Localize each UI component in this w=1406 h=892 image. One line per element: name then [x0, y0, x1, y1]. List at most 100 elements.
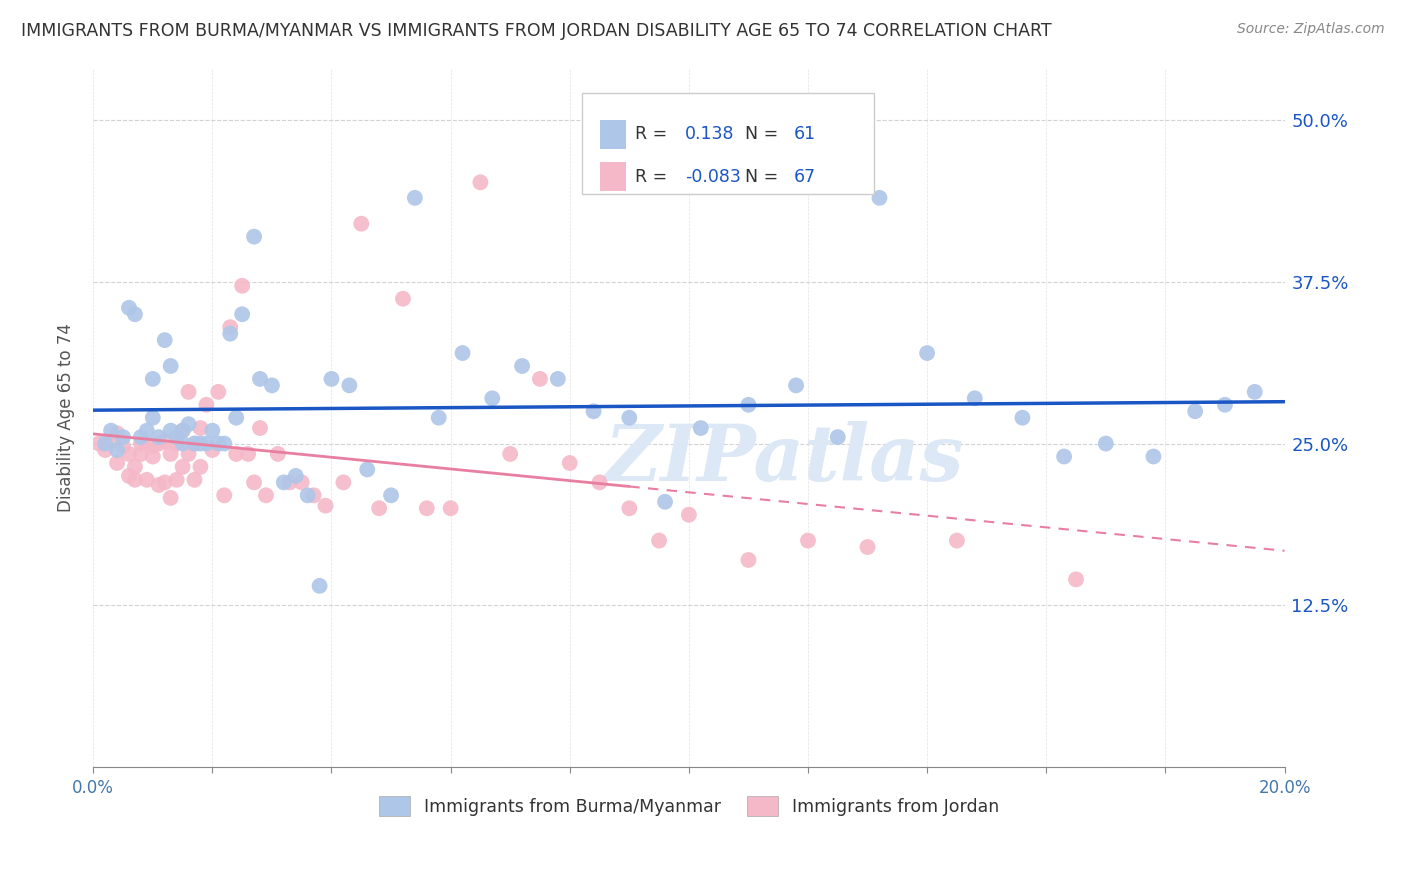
Point	[1094, 436, 1116, 450]
Point	[201, 424, 224, 438]
Point	[135, 436, 157, 450]
Point	[94, 436, 117, 450]
Point	[159, 447, 181, 461]
Point	[380, 488, 402, 502]
Point	[797, 533, 820, 548]
Point	[159, 424, 181, 438]
Point	[111, 430, 134, 444]
Point	[392, 292, 415, 306]
Point	[135, 473, 157, 487]
Point	[225, 410, 247, 425]
FancyBboxPatch shape	[582, 93, 873, 194]
Point	[1184, 404, 1206, 418]
Point	[166, 473, 188, 487]
Point	[214, 488, 236, 502]
Point	[100, 434, 122, 448]
Point	[89, 436, 111, 450]
Point	[129, 447, 152, 461]
Point	[678, 508, 700, 522]
Point	[827, 430, 849, 444]
Point	[451, 346, 474, 360]
Point	[337, 378, 360, 392]
Point	[1011, 410, 1033, 425]
Point	[183, 436, 205, 450]
Point	[267, 447, 290, 461]
Point	[153, 434, 176, 448]
Point	[654, 495, 676, 509]
Text: R =: R =	[636, 125, 668, 144]
Point	[118, 301, 141, 315]
Point	[148, 430, 170, 444]
Point	[1213, 398, 1236, 412]
Text: -0.083: -0.083	[685, 168, 741, 186]
Bar	[599, 120, 626, 149]
Point	[321, 372, 343, 386]
Point	[619, 501, 641, 516]
Point	[582, 404, 605, 418]
Point	[105, 426, 128, 441]
Point	[219, 320, 242, 334]
Point	[785, 378, 807, 392]
Point	[94, 443, 117, 458]
Point	[243, 229, 266, 244]
Text: R =: R =	[636, 168, 668, 186]
Point	[308, 579, 330, 593]
Point	[172, 424, 194, 438]
Point	[129, 436, 152, 450]
Point	[142, 450, 165, 464]
Point	[588, 475, 610, 490]
Point	[124, 307, 146, 321]
Point	[315, 499, 337, 513]
Point	[195, 398, 218, 412]
Point	[172, 459, 194, 474]
Point	[558, 456, 581, 470]
Point	[190, 436, 212, 450]
Point	[214, 436, 236, 450]
Text: Source: ZipAtlas.com: Source: ZipAtlas.com	[1237, 22, 1385, 37]
Point	[195, 436, 218, 450]
Point	[856, 540, 879, 554]
Point	[302, 488, 325, 502]
Point	[249, 372, 271, 386]
Text: 67: 67	[794, 168, 815, 186]
Text: N =: N =	[745, 125, 778, 144]
Point	[510, 359, 533, 373]
Text: 61: 61	[794, 125, 815, 144]
Point	[297, 488, 319, 502]
Point	[236, 447, 259, 461]
Text: IMMIGRANTS FROM BURMA/MYANMAR VS IMMIGRANTS FROM JORDAN DISABILITY AGE 65 TO 74 : IMMIGRANTS FROM BURMA/MYANMAR VS IMMIGRA…	[21, 22, 1052, 40]
Point	[737, 398, 759, 412]
Point	[284, 469, 307, 483]
Y-axis label: Disability Age 65 to 74: Disability Age 65 to 74	[58, 323, 75, 512]
Point	[177, 447, 200, 461]
Point	[105, 456, 128, 470]
Point	[1142, 450, 1164, 464]
Point	[481, 392, 503, 406]
Point	[129, 430, 152, 444]
Point	[689, 421, 711, 435]
Point	[183, 436, 205, 450]
Point	[1064, 573, 1087, 587]
Point	[124, 473, 146, 487]
Point	[254, 488, 277, 502]
Point	[172, 436, 194, 450]
Point	[1243, 384, 1265, 399]
Text: 0.138: 0.138	[685, 125, 735, 144]
Point	[1053, 450, 1076, 464]
Point	[260, 378, 283, 392]
Point	[100, 424, 122, 438]
Point	[153, 475, 176, 490]
Point	[159, 491, 181, 505]
Point	[118, 469, 141, 483]
Legend: Immigrants from Burma/Myanmar, Immigrants from Jordan: Immigrants from Burma/Myanmar, Immigrant…	[370, 787, 1008, 824]
Bar	[599, 162, 626, 191]
Point	[231, 307, 253, 321]
Point	[105, 443, 128, 458]
Point	[159, 359, 181, 373]
Point	[166, 430, 188, 444]
Point	[135, 424, 157, 438]
Point	[249, 421, 271, 435]
Point	[648, 533, 671, 548]
Point	[619, 410, 641, 425]
Point	[427, 410, 450, 425]
